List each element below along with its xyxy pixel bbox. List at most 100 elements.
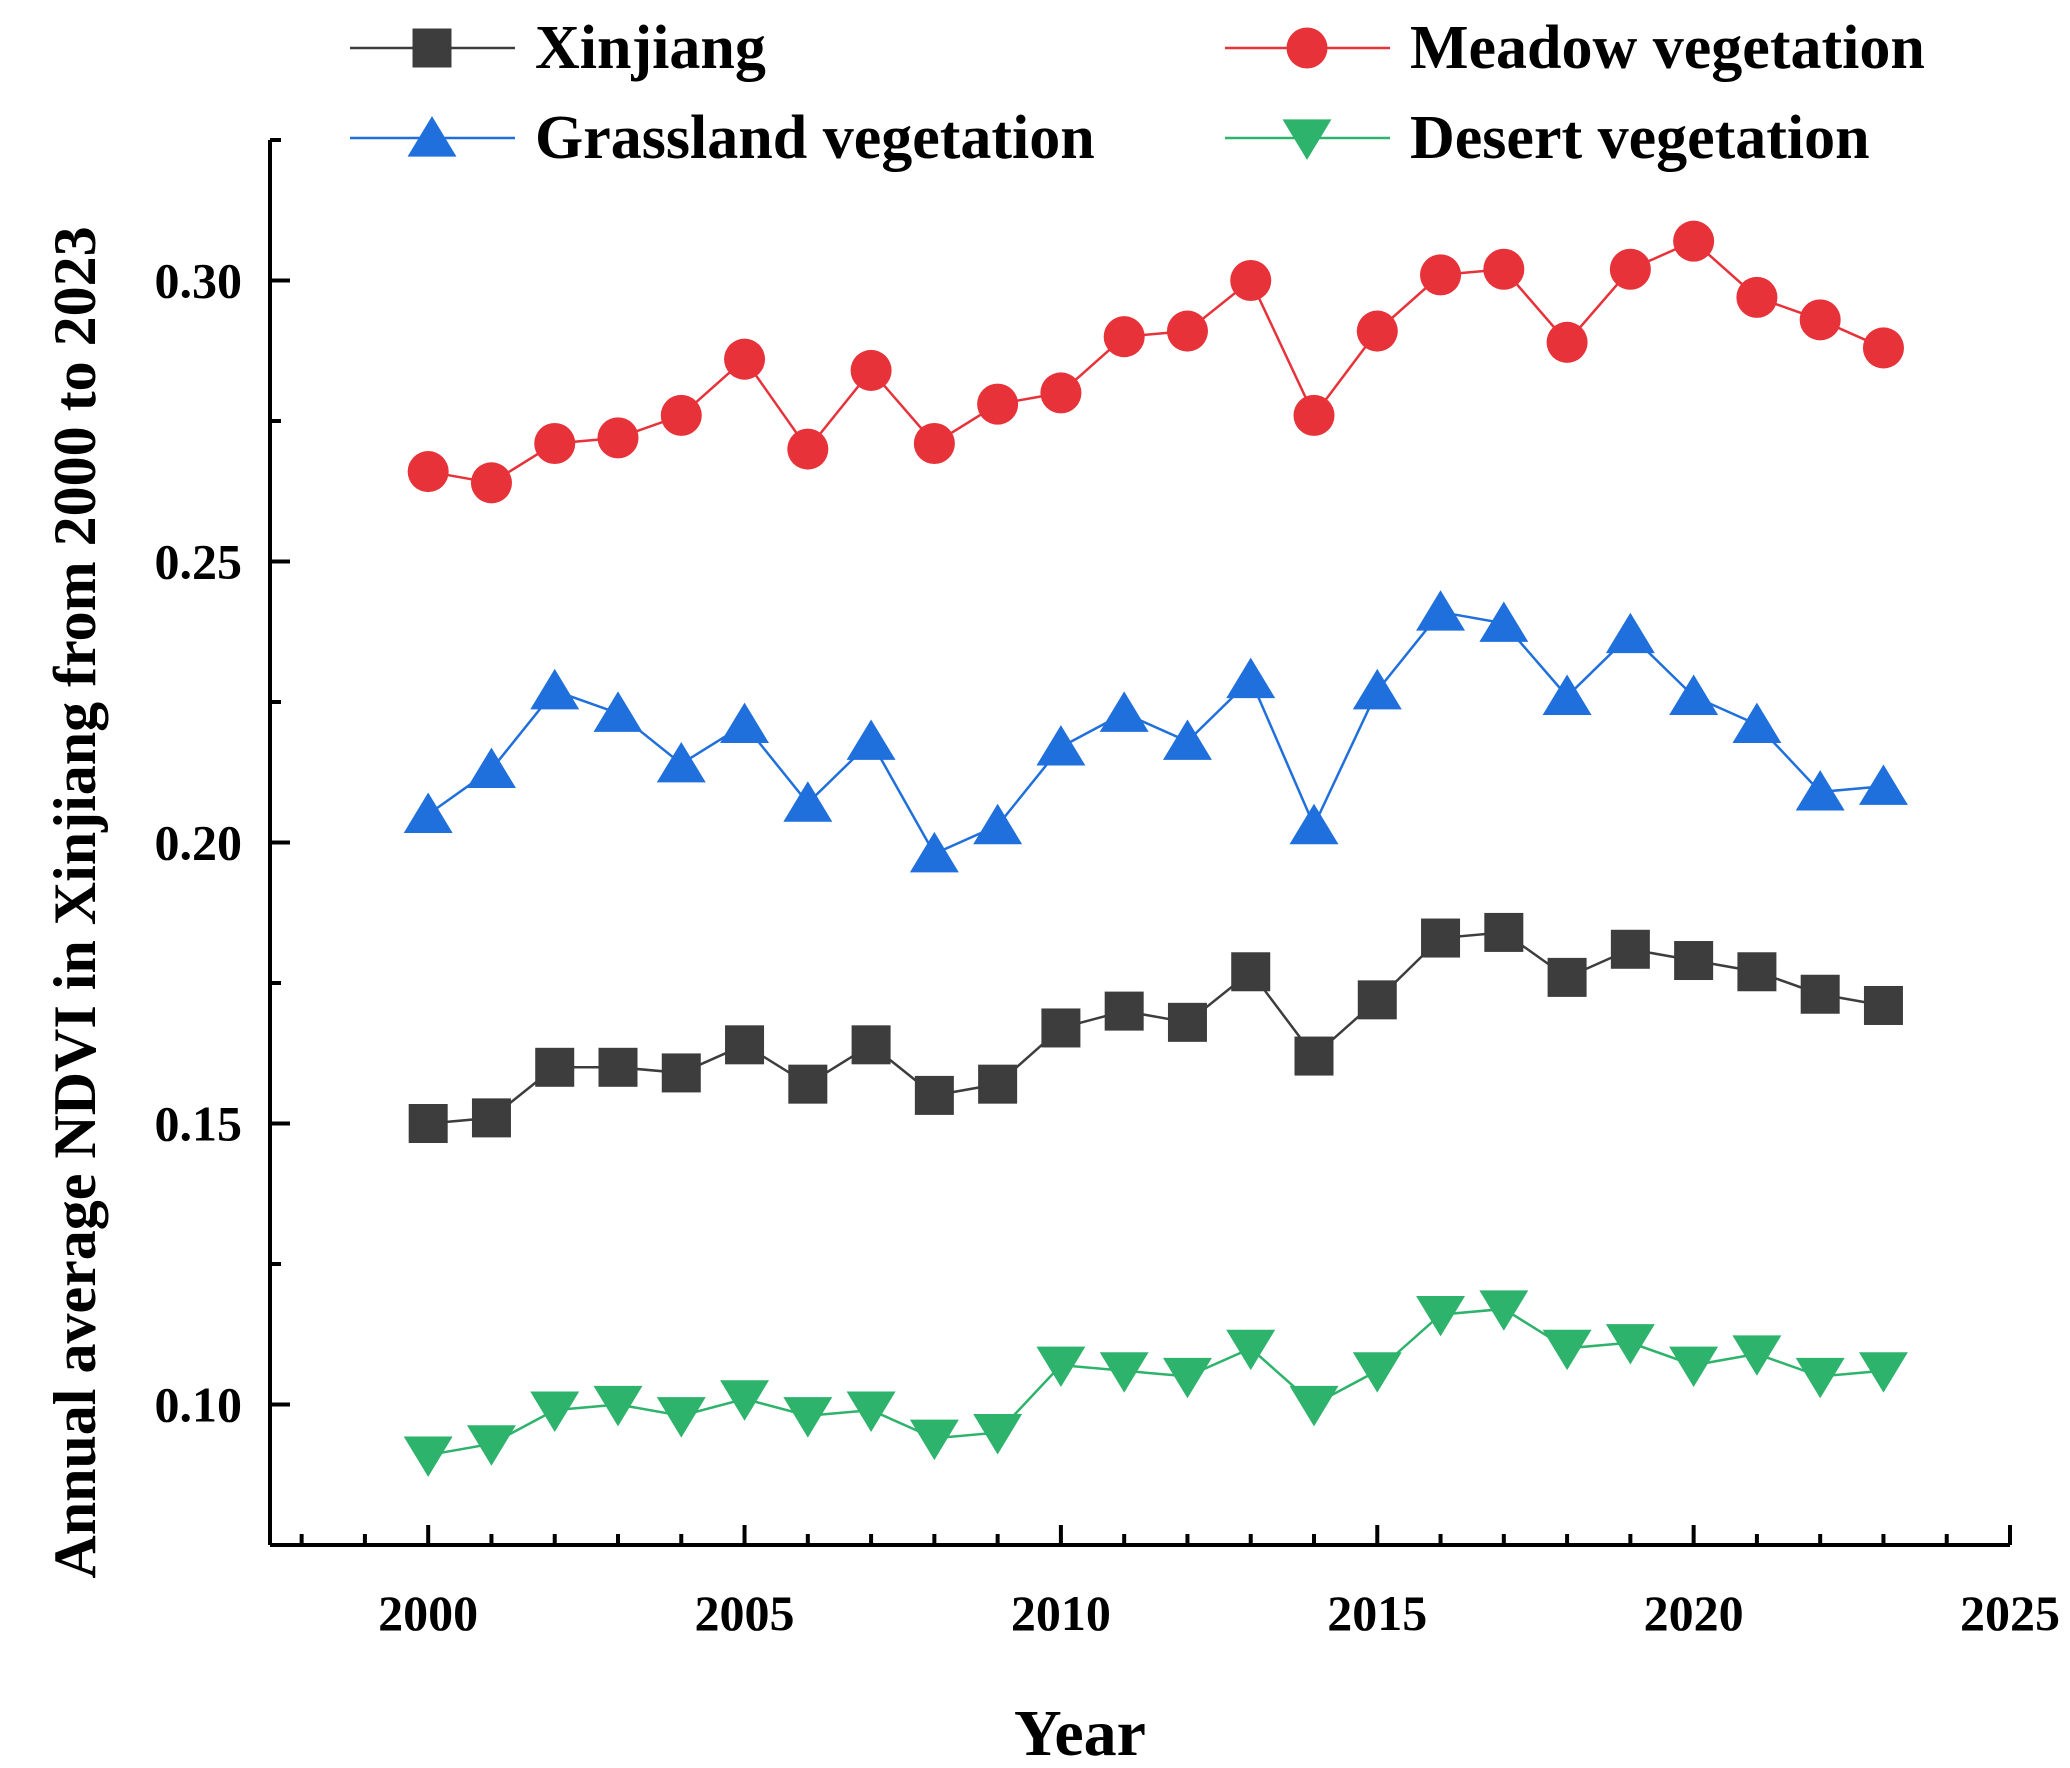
series-line (427, 239, 1884, 485)
data-point (1162, 719, 1212, 760)
data-point (530, 668, 580, 710)
data-point (846, 719, 896, 760)
data-point (471, 1098, 511, 1138)
data-point (1356, 310, 1398, 352)
legend-label: Grassland vegetation (535, 104, 1095, 172)
data-point (656, 741, 706, 783)
data-point (851, 1025, 891, 1065)
data-point (597, 417, 639, 459)
x-tick-label: 2025 (1960, 1585, 2060, 1641)
data-point (720, 1380, 770, 1421)
data-point (1542, 1329, 1592, 1371)
y-tick-label: 0.30 (155, 253, 243, 309)
legend: Xinjiang Meadow vegetation Grassland veget… (350, 14, 1925, 172)
data-point (470, 462, 512, 504)
data-point (1166, 310, 1208, 352)
data-point (913, 422, 955, 465)
data-point (1483, 248, 1525, 290)
data-point (1479, 1290, 1529, 1331)
legend-item: Desert vegetation (1225, 104, 1870, 172)
data-point (1421, 918, 1461, 958)
data-point (787, 428, 829, 470)
data-point (1357, 980, 1397, 1020)
data-point (1226, 1329, 1276, 1371)
data-point (1420, 254, 1462, 296)
data-point (1293, 394, 1335, 436)
data-point (1103, 316, 1145, 358)
x-axis-title: Year (1014, 1697, 1146, 1768)
data-point (1858, 764, 1908, 805)
y-tick-label: 0.20 (155, 815, 243, 871)
y-tick-label: 0.15 (155, 1096, 243, 1152)
data-point (407, 451, 449, 493)
data-point (1230, 259, 1272, 302)
data-point (1036, 1346, 1086, 1388)
data-point (973, 1414, 1023, 1455)
data-point (1099, 1352, 1149, 1393)
data-point (1289, 803, 1339, 845)
data-point (1795, 1357, 1845, 1399)
x-tick-label: 2005 (695, 1585, 795, 1641)
data-point (1036, 725, 1086, 766)
data-point (978, 1064, 1018, 1104)
data-point (1104, 991, 1144, 1031)
data-point (1162, 1357, 1212, 1399)
data-point (593, 1385, 643, 1427)
data-point (1294, 1036, 1334, 1076)
data-point (783, 1397, 833, 1438)
legend-label: Desert vegetation (1410, 104, 1870, 172)
data-point (1231, 952, 1271, 992)
data-point (1547, 957, 1587, 997)
data-point (656, 1397, 706, 1438)
data-point (1669, 674, 1719, 715)
data-point (535, 1047, 575, 1087)
data-point (1226, 657, 1276, 699)
legend-marker (1282, 119, 1332, 160)
data-point (1352, 668, 1402, 710)
data-point (534, 422, 576, 465)
data-point (1799, 299, 1841, 341)
data-point (725, 1025, 765, 1065)
data-point (1546, 321, 1588, 363)
data-point (1542, 674, 1592, 715)
axes-layer: 0.10 0.15 0.20 0.25 0.30 2000 2005 2010 2015 2020… (155, 138, 2060, 1641)
data-point (973, 803, 1023, 845)
data-point (1674, 941, 1714, 981)
data-point (466, 1425, 516, 1466)
series-xinjiang (408, 912, 1903, 1143)
x-tick-label: 2000 (378, 1585, 478, 1641)
data-point (909, 1419, 959, 1461)
data-point (783, 781, 833, 822)
data-point (1732, 1335, 1782, 1376)
data-point (403, 792, 453, 833)
legend-item: Grassland vegetation (350, 104, 1095, 172)
y-tick-label: 0.10 (155, 1377, 243, 1433)
legend-item: Xinjiang (350, 14, 766, 82)
data-point (408, 1104, 448, 1143)
series-line (427, 1307, 1884, 1457)
data-point (1732, 702, 1782, 744)
data-point (403, 1436, 453, 1477)
data-point (724, 338, 766, 380)
data-point (598, 1047, 638, 1087)
data-point (530, 1391, 580, 1432)
series-line (427, 610, 1884, 856)
data-point (1041, 1008, 1081, 1048)
data-point (909, 831, 959, 873)
data-point (1737, 952, 1777, 992)
data-point (1484, 912, 1524, 952)
legend-marker (407, 116, 457, 157)
x-tick-label: 2010 (1011, 1585, 1111, 1641)
data-point (1605, 1324, 1655, 1365)
series-grassland-vegetation (403, 590, 1908, 873)
legend-item: Meadow vegetation (1225, 14, 1925, 82)
data-point (466, 747, 516, 789)
series-line (428, 931, 1884, 1125)
data-point (1609, 248, 1651, 290)
legend-marker (1286, 27, 1328, 69)
y-axis-title: Annual average NDVI in Xinjiang from 200… (42, 226, 108, 1578)
data-point (660, 394, 702, 436)
data-point (1167, 1002, 1207, 1042)
data-point (1610, 929, 1650, 969)
